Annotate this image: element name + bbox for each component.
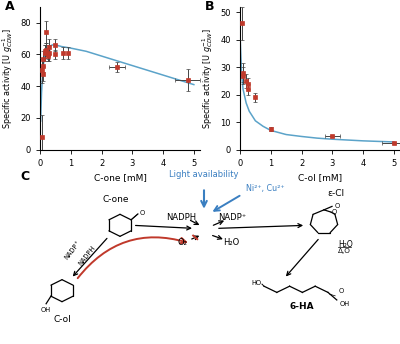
Text: O: O <box>332 209 337 215</box>
X-axis label: C-one [mM]: C-one [mM] <box>94 173 146 182</box>
Text: A: A <box>5 0 14 13</box>
Y-axis label: Specific activity [U $g_{CDW}^{-1}$]: Specific activity [U $g_{CDW}^{-1}$] <box>200 28 215 129</box>
Text: OH: OH <box>40 307 50 312</box>
Text: C-ol: C-ol <box>53 315 71 324</box>
X-axis label: C-ol [mM]: C-ol [mM] <box>298 173 342 182</box>
Text: O: O <box>140 210 145 216</box>
Text: NADP⁺: NADP⁺ <box>64 239 82 260</box>
Text: B: B <box>205 0 214 13</box>
Text: O: O <box>338 288 344 294</box>
Text: Δ,O: Δ,O <box>338 248 351 254</box>
Text: H₂O: H₂O <box>223 238 239 247</box>
Text: NADPH: NADPH <box>78 245 97 267</box>
Y-axis label: Specific activity [U $g_{CDW}^{-1}$]: Specific activity [U $g_{CDW}^{-1}$] <box>0 28 15 129</box>
Text: C: C <box>20 170 29 183</box>
Text: 6-HA: 6-HA <box>290 302 314 311</box>
Text: O: O <box>334 203 340 209</box>
Text: O₂: O₂ <box>178 238 188 247</box>
Text: Ni²⁺, Cu²⁺: Ni²⁺, Cu²⁺ <box>246 184 285 193</box>
Text: NADP⁺: NADP⁺ <box>218 213 246 222</box>
Text: HO: HO <box>252 280 262 287</box>
Text: ε-Cl: ε-Cl <box>328 189 344 198</box>
Text: OH: OH <box>339 301 349 307</box>
Text: NADPH: NADPH <box>166 213 196 222</box>
Text: Light availability: Light availability <box>169 170 239 179</box>
Text: H₂O: H₂O <box>338 240 353 249</box>
Text: C-one: C-one <box>103 195 129 204</box>
